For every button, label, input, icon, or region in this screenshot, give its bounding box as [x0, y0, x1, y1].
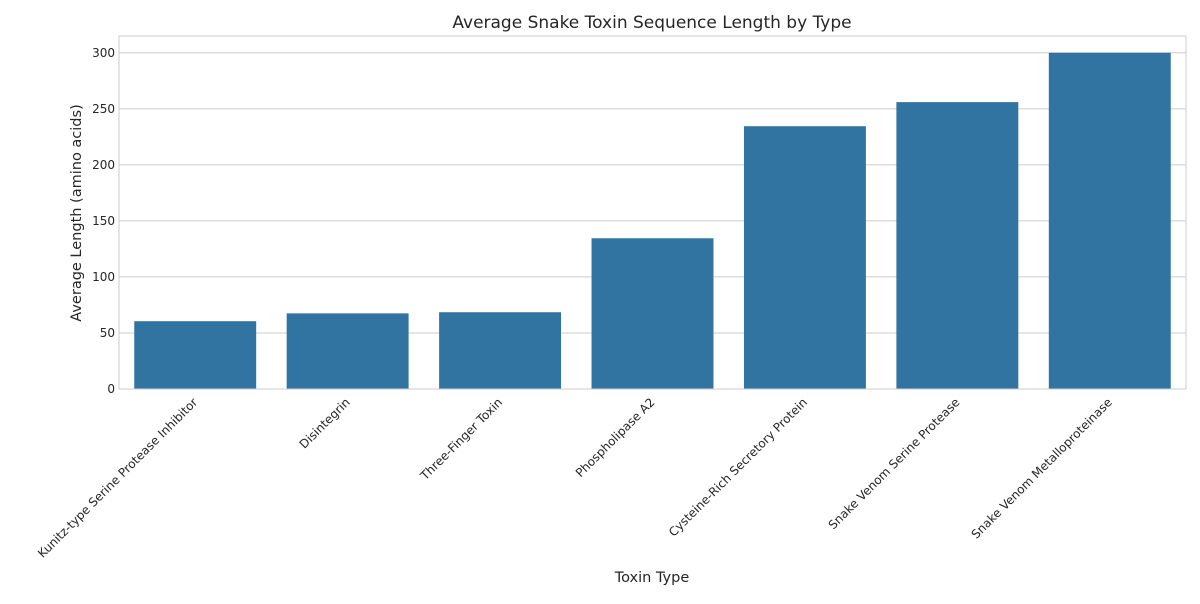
bar-disintegrin	[286, 313, 409, 389]
bar-phospholipase-a2	[591, 238, 714, 389]
x-axis-ticks: Kunitz-type Serine Protease Inhibitor Dis…	[35, 395, 1115, 560]
x-tick-label: Snake Venom Serine Protease	[826, 395, 963, 532]
y-axis-label: Average Length (amino acids)	[69, 104, 85, 321]
y-axis-ticks: 0 50 100 150 200 250 300	[92, 46, 115, 396]
bar-kunitz-type-serine-protease-inhibitor	[134, 321, 257, 389]
plot-frame	[118, 35, 1187, 390]
x-tick-label: Phospholipase A2	[573, 395, 658, 480]
y-tick-label: 50	[100, 326, 115, 340]
y-tick-label: 300	[92, 46, 115, 60]
chart-title: Average Snake Toxin Sequence Length by T…	[452, 13, 851, 33]
bars	[134, 52, 1171, 390]
bar-snake-venom-serine-protease	[896, 102, 1019, 389]
y-tick-label: 100	[92, 270, 115, 284]
bar-cysteine-rich-secretory-protein	[743, 126, 866, 389]
x-tick-label: Snake Venom Metalloproteinase	[969, 395, 1115, 541]
bar-snake-venom-metalloproteinase	[1048, 52, 1171, 390]
x-axis-label: Toxin Type	[614, 570, 690, 586]
y-tick-label: 0	[107, 382, 115, 396]
bar-three-finger-toxin	[439, 312, 562, 389]
x-tick-label: Three-Finger Toxin	[417, 395, 505, 483]
y-tick-label: 150	[92, 214, 115, 228]
x-tick-label: Disintegrin	[297, 395, 353, 451]
x-tick-label: Cysteine-Rich Secretory Protein	[666, 395, 810, 539]
x-tick-label: Kunitz-type Serine Protease Inhibitor	[35, 395, 200, 560]
y-tick-label: 250	[92, 102, 115, 116]
y-tick-label: 200	[92, 158, 115, 172]
